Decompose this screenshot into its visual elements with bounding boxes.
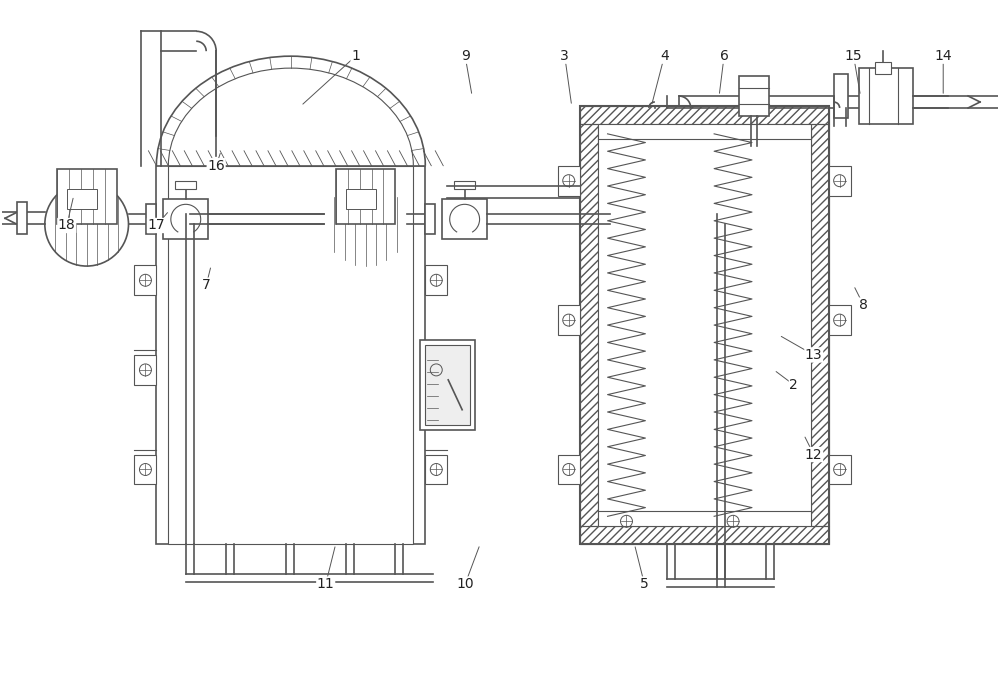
Bar xyxy=(558,166,580,195)
Bar xyxy=(425,355,447,385)
Text: 13: 13 xyxy=(805,348,823,362)
Bar xyxy=(598,124,811,526)
Text: 3: 3 xyxy=(560,49,569,63)
Text: 9: 9 xyxy=(461,49,470,63)
Bar xyxy=(67,189,97,209)
Bar xyxy=(156,166,425,544)
Text: 16: 16 xyxy=(207,159,225,172)
Bar xyxy=(425,266,447,295)
Text: 18: 18 xyxy=(58,219,76,233)
Bar xyxy=(829,166,851,195)
Bar xyxy=(580,106,829,124)
Bar xyxy=(580,106,829,544)
Bar xyxy=(17,202,27,234)
Text: 6: 6 xyxy=(720,49,729,63)
Bar xyxy=(163,199,208,239)
Text: 2: 2 xyxy=(789,378,798,392)
Bar xyxy=(57,170,117,224)
Text: 7: 7 xyxy=(202,278,211,293)
Bar xyxy=(336,170,395,224)
Bar xyxy=(454,181,475,189)
Bar xyxy=(175,181,196,189)
Bar xyxy=(346,189,376,209)
Text: 11: 11 xyxy=(317,577,335,591)
Bar xyxy=(811,124,829,526)
Bar xyxy=(834,74,848,118)
Text: 10: 10 xyxy=(456,577,474,591)
Bar xyxy=(875,62,891,74)
Text: 14: 14 xyxy=(934,49,952,63)
Bar xyxy=(739,76,769,116)
Bar xyxy=(134,455,156,484)
Bar xyxy=(558,305,580,335)
Text: 17: 17 xyxy=(148,219,165,233)
Bar xyxy=(859,68,913,124)
Bar xyxy=(580,526,829,544)
Bar xyxy=(425,455,447,484)
Bar xyxy=(829,305,851,335)
Text: 1: 1 xyxy=(351,49,360,63)
Text: 4: 4 xyxy=(660,49,669,63)
Bar xyxy=(134,355,156,385)
Text: 8: 8 xyxy=(859,298,868,312)
Bar xyxy=(420,340,475,430)
Bar xyxy=(168,166,413,544)
Bar xyxy=(425,345,470,424)
Bar xyxy=(558,455,580,484)
Text: 12: 12 xyxy=(805,448,823,462)
Text: 15: 15 xyxy=(845,49,862,63)
Bar xyxy=(146,204,156,234)
Text: 5: 5 xyxy=(640,577,649,591)
Bar xyxy=(442,199,487,239)
Bar xyxy=(829,455,851,484)
Bar xyxy=(580,124,598,526)
Bar xyxy=(134,266,156,295)
Bar xyxy=(425,204,435,234)
